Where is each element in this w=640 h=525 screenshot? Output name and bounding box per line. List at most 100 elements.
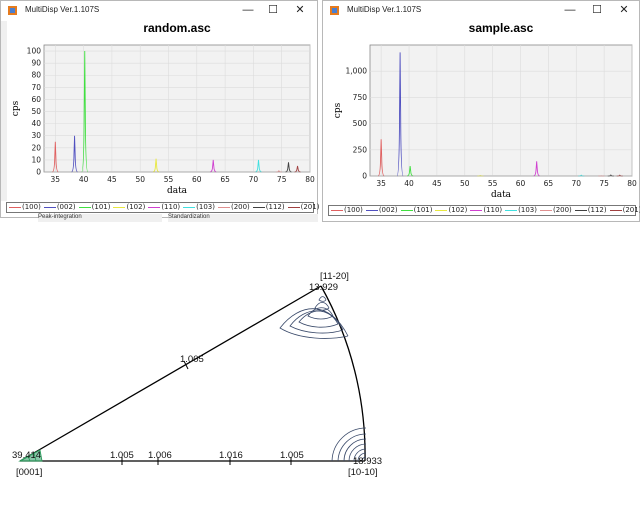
- peak-(002): [396, 52, 404, 177]
- legend-item: (103): [505, 206, 537, 215]
- legend-label: (201): [300, 203, 320, 211]
- minimize-button[interactable]: —: [242, 4, 254, 16]
- legend-label: (201): [622, 206, 640, 214]
- peak-integration-label: Peak-integration: [38, 214, 82, 220]
- legend-item: (102): [435, 206, 467, 215]
- x-tick-label: 65: [220, 175, 230, 184]
- legend-swatch: [113, 207, 126, 208]
- corner-label-11-20: [11-20]: [320, 271, 349, 282]
- x-tick-label: 55: [488, 179, 498, 188]
- legend-swatch: [217, 207, 230, 208]
- legend-item: (200): [539, 206, 572, 215]
- maximize-button[interactable]: ☐: [268, 4, 278, 16]
- legend-swatch: [609, 210, 622, 211]
- x-tick-label: 50: [135, 175, 145, 184]
- window-title: MultiDisp Ver.1.107S: [347, 5, 422, 14]
- legend-swatch: [43, 207, 56, 208]
- peak-(101): [406, 165, 414, 177]
- peak-integration-tab[interactable]: Peak-integration: [38, 214, 162, 222]
- multidisp-window-sample: MultiDisp Ver.1.107S — ☐ ✕ sample.asc 0 25…: [322, 0, 640, 222]
- java-app-icon: [330, 6, 339, 15]
- x-tick-label: 60: [192, 175, 202, 184]
- peak-(100): [377, 139, 385, 177]
- legend-swatch: [252, 207, 265, 208]
- bottom-value-label: 1.005: [110, 450, 134, 461]
- x-tick-label: 40: [404, 179, 414, 188]
- legend-item: (100): [331, 206, 363, 215]
- peak-(103): [255, 159, 262, 173]
- plot-area: [43, 44, 311, 173]
- legend-item: (101): [78, 203, 111, 212]
- minimize-button[interactable]: —: [564, 4, 576, 16]
- x-tick-label: 70: [249, 175, 259, 184]
- legend-label: (110): [161, 203, 181, 211]
- legend-sample: (100) (002) (101) (102) (110) (103) (200) (112)…: [328, 205, 640, 216]
- x-tick-label: 55: [164, 175, 174, 184]
- java-app-icon: [8, 6, 17, 15]
- x-tick-label: 70: [571, 179, 581, 188]
- legend-item: (201): [287, 203, 320, 212]
- tick-mark: [183, 360, 189, 370]
- y-axis-label: cps: [333, 102, 343, 118]
- plot-area: [369, 44, 633, 177]
- y-tick-label: 0: [36, 168, 41, 177]
- y-tick-label: 10: [31, 155, 41, 164]
- legend-swatch: [539, 210, 552, 211]
- legend-swatch: [78, 207, 91, 208]
- legend-label: (110): [483, 206, 503, 214]
- y-tick-label: 100: [27, 47, 42, 56]
- max-value-left: 39.414: [12, 450, 41, 461]
- x-tick-label: 45: [432, 179, 442, 188]
- legend-swatch: [470, 210, 483, 211]
- legend-random: (100) (002) (101) (102) (110) (103) (200) (112)…: [6, 202, 319, 213]
- background-app-edge: [1, 21, 7, 201]
- y-tick-label: 30: [31, 131, 41, 140]
- y-tick-label: 750: [353, 93, 368, 102]
- legend-label: (103): [518, 206, 537, 214]
- legend-label: (002): [56, 203, 76, 211]
- legend-item: (100): [9, 203, 41, 212]
- ipf-diagonal-edge: [19, 285, 322, 462]
- legend-item: (002): [365, 206, 398, 215]
- window-title: MultiDisp Ver.1.107S: [25, 5, 100, 14]
- x-tick-label: 75: [599, 179, 609, 188]
- y-tick-label: 70: [31, 83, 41, 92]
- legend-label: (200): [552, 206, 572, 214]
- peak-(002): [71, 135, 78, 173]
- y-tick-label: 1,000: [346, 67, 368, 76]
- x-tick-label: 60: [516, 179, 526, 188]
- x-tick-label: 75: [277, 175, 287, 184]
- close-button[interactable]: ✕: [619, 4, 629, 16]
- x-tick-label: 40: [79, 175, 89, 184]
- x-tick-label: 45: [107, 175, 117, 184]
- title-bar[interactable]: MultiDisp Ver.1.107S — ☐ ✕: [323, 1, 639, 21]
- y-tick-label: 60: [31, 95, 41, 104]
- xrd-chart-sample: sample.asc 0 250 500 750 1,000 35 40 45 50 55 60 65 7…: [333, 21, 637, 200]
- y-tick-label: 40: [31, 119, 41, 128]
- contours-right: [331, 427, 367, 462]
- y-tick-label: 80: [31, 71, 41, 80]
- legend-item: (110): [148, 203, 180, 212]
- chart-title: random.asc: [143, 21, 211, 35]
- y-tick-label: 20: [31, 143, 41, 152]
- legend-label: (102): [448, 206, 468, 214]
- legend-label: (101): [91, 203, 111, 211]
- legend-label: (100): [344, 206, 363, 214]
- peak-(110): [210, 159, 217, 173]
- x-tick-label: 65: [544, 179, 554, 188]
- legend-item: (101): [400, 206, 432, 215]
- legend-item: (112): [252, 203, 285, 212]
- title-bar[interactable]: MultiDisp Ver.1.107S — ☐ ✕: [1, 1, 317, 21]
- legend-label: (002): [378, 206, 398, 214]
- y-tick-label: 250: [353, 145, 368, 154]
- legend-swatch: [148, 207, 161, 208]
- standardization-tab[interactable]: Standardization: [168, 214, 318, 222]
- x-tick-label: 80: [627, 179, 637, 188]
- contours-top: [279, 296, 349, 339]
- maximize-button[interactable]: ☐: [592, 4, 602, 16]
- close-button[interactable]: ✕: [295, 4, 305, 16]
- legend-item: (201): [609, 206, 640, 215]
- peak-(101): [81, 51, 89, 173]
- peak-(112): [285, 162, 292, 173]
- edge-value-label: 1.005: [180, 354, 204, 365]
